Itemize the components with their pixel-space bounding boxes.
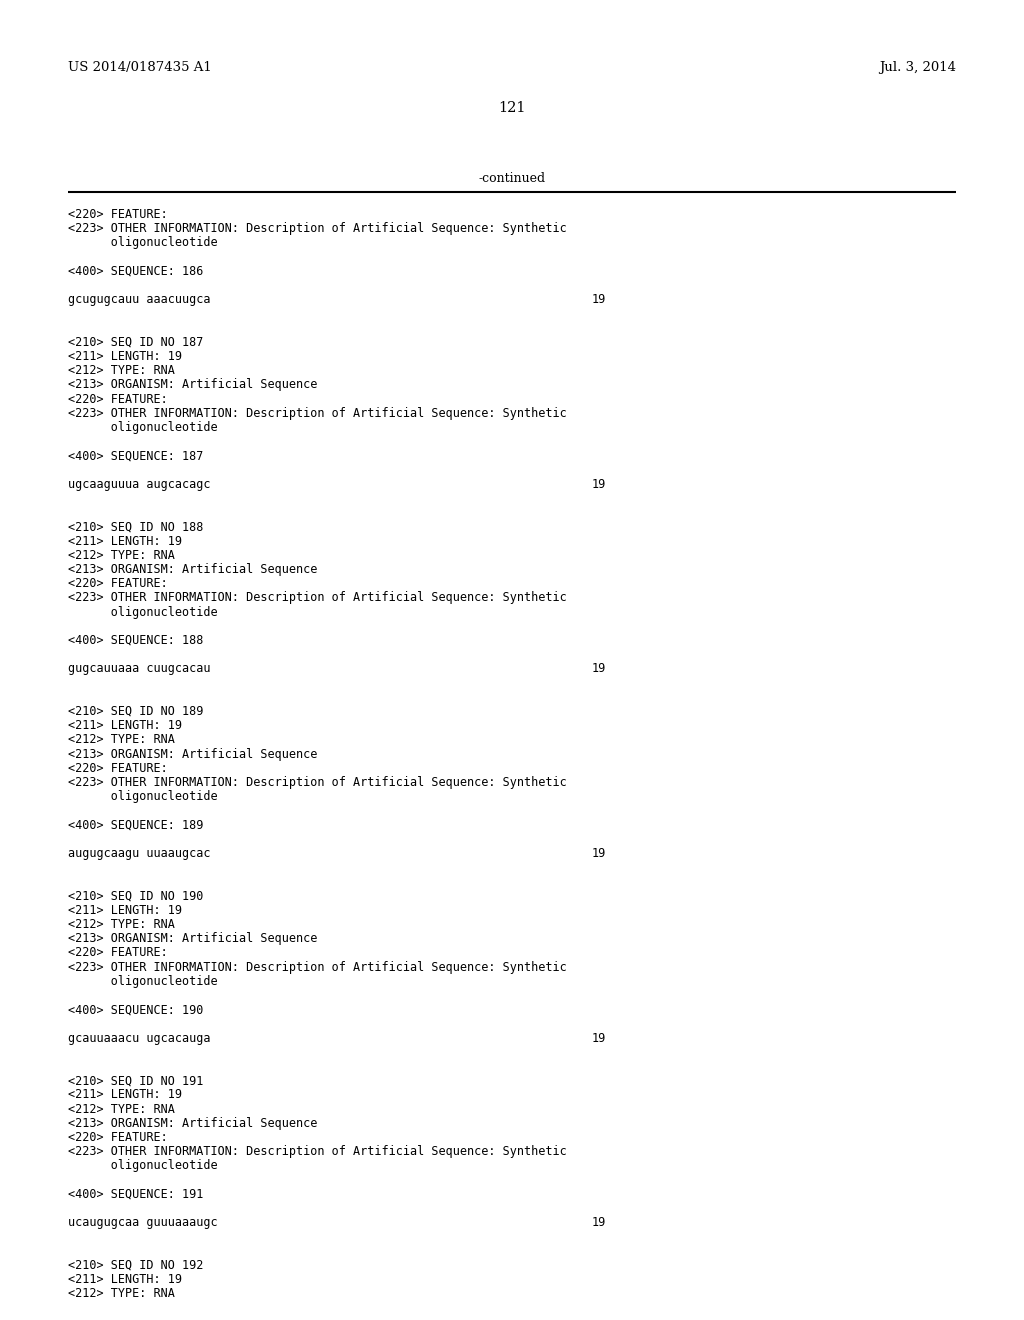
Text: <223> OTHER INFORMATION: Description of Artificial Sequence: Synthetic: <223> OTHER INFORMATION: Description of … xyxy=(68,961,566,974)
Text: <400> SEQUENCE: 190: <400> SEQUENCE: 190 xyxy=(68,1003,204,1016)
Text: 19: 19 xyxy=(592,1032,606,1044)
Text: <220> FEATURE:: <220> FEATURE: xyxy=(68,577,168,590)
Text: <211> LENGTH: 19: <211> LENGTH: 19 xyxy=(68,904,182,917)
Text: oligonucleotide: oligonucleotide xyxy=(68,421,218,434)
Text: <223> OTHER INFORMATION: Description of Artificial Sequence: Synthetic: <223> OTHER INFORMATION: Description of … xyxy=(68,222,566,235)
Text: <211> LENGTH: 19: <211> LENGTH: 19 xyxy=(68,719,182,733)
Text: <223> OTHER INFORMATION: Description of Artificial Sequence: Synthetic: <223> OTHER INFORMATION: Description of … xyxy=(68,591,566,605)
Text: <211> LENGTH: 19: <211> LENGTH: 19 xyxy=(68,1089,182,1101)
Text: <400> SEQUENCE: 188: <400> SEQUENCE: 188 xyxy=(68,634,204,647)
Text: <212> TYPE: RNA: <212> TYPE: RNA xyxy=(68,734,175,746)
Text: <211> LENGTH: 19: <211> LENGTH: 19 xyxy=(68,350,182,363)
Text: ugcaaguuua augcacagc: ugcaaguuua augcacagc xyxy=(68,478,211,491)
Text: <210> SEQ ID NO 192: <210> SEQ ID NO 192 xyxy=(68,1259,204,1271)
Text: <223> OTHER INFORMATION: Description of Artificial Sequence: Synthetic: <223> OTHER INFORMATION: Description of … xyxy=(68,776,566,789)
Text: <400> SEQUENCE: 186: <400> SEQUENCE: 186 xyxy=(68,265,204,277)
Text: <212> TYPE: RNA: <212> TYPE: RNA xyxy=(68,1287,175,1300)
Text: oligonucleotide: oligonucleotide xyxy=(68,974,218,987)
Text: <223> OTHER INFORMATION: Description of Artificial Sequence: Synthetic: <223> OTHER INFORMATION: Description of … xyxy=(68,407,566,420)
Text: <223> OTHER INFORMATION: Description of Artificial Sequence: Synthetic: <223> OTHER INFORMATION: Description of … xyxy=(68,1146,566,1158)
Text: 19: 19 xyxy=(592,1216,606,1229)
Text: gcauuaaacu ugcacauga: gcauuaaacu ugcacauga xyxy=(68,1032,211,1044)
Text: <210> SEQ ID NO 188: <210> SEQ ID NO 188 xyxy=(68,520,204,533)
Text: gcugugcauu aaacuugca: gcugugcauu aaacuugca xyxy=(68,293,211,306)
Text: <212> TYPE: RNA: <212> TYPE: RNA xyxy=(68,917,175,931)
Text: <213> ORGANISM: Artificial Sequence: <213> ORGANISM: Artificial Sequence xyxy=(68,747,317,760)
Text: oligonucleotide: oligonucleotide xyxy=(68,236,218,249)
Text: gugcauuaaa cuugcacau: gugcauuaaa cuugcacau xyxy=(68,663,211,676)
Text: <400> SEQUENCE: 189: <400> SEQUENCE: 189 xyxy=(68,818,204,832)
Text: <212> TYPE: RNA: <212> TYPE: RNA xyxy=(68,549,175,562)
Text: <213> ORGANISM: Artificial Sequence: <213> ORGANISM: Artificial Sequence xyxy=(68,932,317,945)
Text: <211> LENGTH: 19: <211> LENGTH: 19 xyxy=(68,535,182,548)
Text: -continued: -continued xyxy=(478,172,546,185)
Text: <212> TYPE: RNA: <212> TYPE: RNA xyxy=(68,364,175,378)
Text: <220> FEATURE:: <220> FEATURE: xyxy=(68,762,168,775)
Text: augugcaagu uuaaugcac: augugcaagu uuaaugcac xyxy=(68,847,211,861)
Text: <213> ORGANISM: Artificial Sequence: <213> ORGANISM: Artificial Sequence xyxy=(68,379,317,392)
Text: <210> SEQ ID NO 187: <210> SEQ ID NO 187 xyxy=(68,335,204,348)
Text: 19: 19 xyxy=(592,293,606,306)
Text: <210> SEQ ID NO 191: <210> SEQ ID NO 191 xyxy=(68,1074,204,1088)
Text: 121: 121 xyxy=(499,102,525,115)
Text: <220> FEATURE:: <220> FEATURE: xyxy=(68,1131,168,1144)
Text: <210> SEQ ID NO 189: <210> SEQ ID NO 189 xyxy=(68,705,204,718)
Text: US 2014/0187435 A1: US 2014/0187435 A1 xyxy=(68,62,212,74)
Text: <220> FEATURE:: <220> FEATURE: xyxy=(68,209,168,220)
Text: 19: 19 xyxy=(592,847,606,861)
Text: <220> FEATURE:: <220> FEATURE: xyxy=(68,946,168,960)
Text: <213> ORGANISM: Artificial Sequence: <213> ORGANISM: Artificial Sequence xyxy=(68,1117,317,1130)
Text: <213> ORGANISM: Artificial Sequence: <213> ORGANISM: Artificial Sequence xyxy=(68,564,317,576)
Text: <211> LENGTH: 19: <211> LENGTH: 19 xyxy=(68,1272,182,1286)
Text: oligonucleotide: oligonucleotide xyxy=(68,1159,218,1172)
Text: 19: 19 xyxy=(592,663,606,676)
Text: <220> FEATURE:: <220> FEATURE: xyxy=(68,392,168,405)
Text: <210> SEQ ID NO 190: <210> SEQ ID NO 190 xyxy=(68,890,204,903)
Text: oligonucleotide: oligonucleotide xyxy=(68,606,218,619)
Text: <400> SEQUENCE: 191: <400> SEQUENCE: 191 xyxy=(68,1188,204,1201)
Text: <400> SEQUENCE: 187: <400> SEQUENCE: 187 xyxy=(68,449,204,462)
Text: Jul. 3, 2014: Jul. 3, 2014 xyxy=(879,62,956,74)
Text: 19: 19 xyxy=(592,478,606,491)
Text: ucaugugcaa guuuaaaugc: ucaugugcaa guuuaaaugc xyxy=(68,1216,218,1229)
Text: <212> TYPE: RNA: <212> TYPE: RNA xyxy=(68,1102,175,1115)
Text: oligonucleotide: oligonucleotide xyxy=(68,791,218,803)
